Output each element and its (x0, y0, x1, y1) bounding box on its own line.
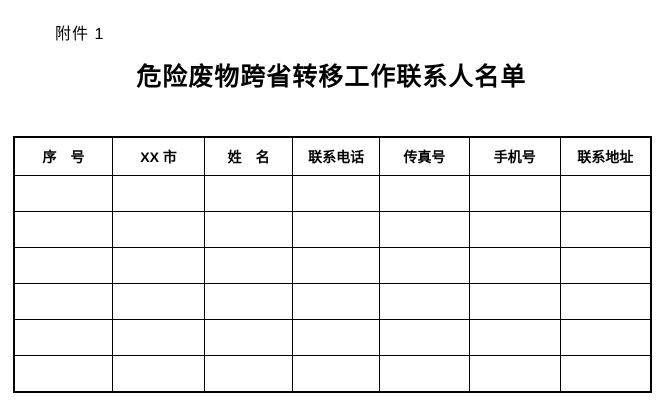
table-cell (292, 247, 381, 284)
table-row (13, 283, 652, 320)
table-cell (468, 283, 561, 320)
table-cell (203, 211, 294, 248)
header-cell-phone: 联系电话 (292, 136, 381, 176)
table-cell (379, 355, 470, 393)
table-row (13, 355, 652, 393)
table-cell (203, 283, 294, 320)
header-cell-mobile: 手机号 (468, 136, 561, 176)
table-cell (559, 355, 652, 393)
table-cell (112, 283, 205, 320)
header-cell-name: 姓 名 (203, 136, 294, 176)
table-row (13, 211, 652, 248)
table-cell (13, 319, 114, 356)
table-cell (468, 175, 561, 212)
table-row (13, 319, 652, 356)
table-cell (292, 211, 381, 248)
table-cell (13, 211, 114, 248)
header-cell-city: XX 市 (112, 136, 205, 176)
table-cell (559, 211, 652, 248)
table-row (13, 175, 652, 212)
table-cell (379, 283, 470, 320)
table-cell (379, 175, 470, 212)
table-cell (292, 175, 381, 212)
table-cell (379, 319, 470, 356)
table-cell (559, 283, 652, 320)
table-cell (468, 355, 561, 393)
table-cell (112, 355, 205, 393)
table-cell (203, 247, 294, 284)
table-cell (13, 175, 114, 212)
page-title: 危险废物跨省转移工作联系人名单 (136, 63, 527, 91)
table-cell (559, 247, 652, 284)
table-cell (203, 175, 294, 212)
table-cell (13, 283, 114, 320)
header-cell-fax: 传真号 (379, 136, 470, 176)
table-cell (203, 319, 294, 356)
header-cell-address: 联系地址 (559, 136, 652, 176)
table-row (13, 247, 652, 284)
table-cell (112, 211, 205, 248)
table-cell (292, 283, 381, 320)
table-header-row: 序 号 XX 市 姓 名 联系电话 传真号 手机号 联系地址 (13, 136, 652, 176)
table-cell (559, 175, 652, 212)
table-cell (468, 211, 561, 248)
table-cell (468, 247, 561, 284)
contacts-table: 序 号 XX 市 姓 名 联系电话 传真号 手机号 联系地址 (13, 136, 652, 393)
table-cell (379, 211, 470, 248)
table-cell (292, 355, 381, 393)
table-cell (13, 247, 114, 284)
table-cell (379, 247, 470, 284)
table-cell (112, 319, 205, 356)
table-cell (112, 175, 205, 212)
table-cell (112, 247, 205, 284)
attachment-label: 附件 1 (55, 26, 105, 43)
table-cell (203, 355, 294, 393)
table-body (13, 175, 652, 393)
table-cell (292, 319, 381, 356)
table-cell (468, 319, 561, 356)
table-cell (559, 319, 652, 356)
table-cell (13, 355, 114, 393)
header-cell-serial-number: 序 号 (13, 136, 114, 176)
